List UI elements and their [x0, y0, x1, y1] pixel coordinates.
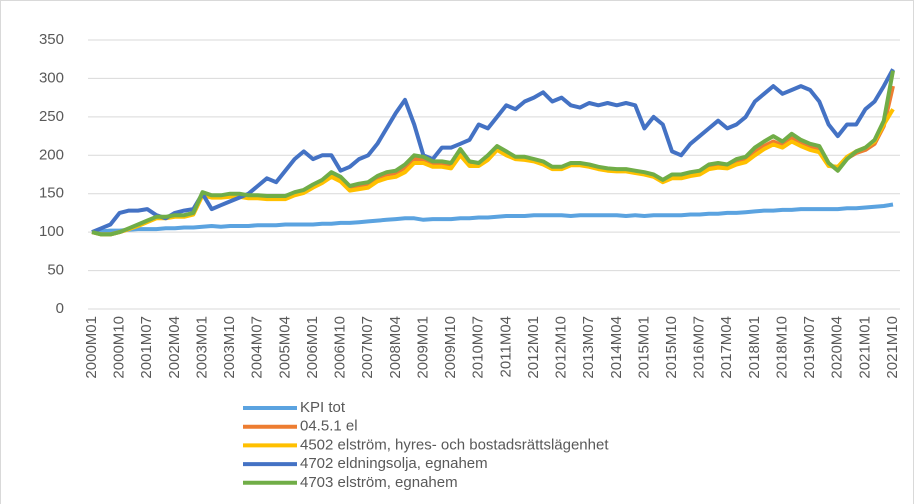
x-tick-label: 2003M10	[221, 316, 238, 379]
x-tick-label: 2002M04	[166, 316, 183, 379]
x-tick-label: 2019M07	[801, 316, 818, 379]
x-tick-label: 2015M10	[663, 316, 680, 379]
x-tick-label: 2013M07	[580, 316, 597, 379]
y-tick-label: 250	[39, 108, 64, 125]
x-tick-label: 2017M04	[718, 316, 735, 379]
x-tick-label: 2014M04	[608, 316, 625, 379]
series-line	[91, 68, 895, 234]
x-tick-label: 2018M01	[746, 316, 763, 379]
y-tick-label: 0	[56, 300, 64, 317]
y-tick-label: 100	[39, 223, 64, 240]
x-tick-label: 2007M07	[359, 316, 376, 379]
x-tick-label: 2009M10	[442, 316, 459, 379]
x-tick-label: 2016M07	[691, 316, 708, 379]
x-tick-label: 2000M10	[111, 316, 128, 379]
legend-label: 4502 elström, hyres- och bostadsrättsläg…	[300, 436, 609, 453]
y-tick-label: 350	[39, 31, 64, 48]
x-tick-label: 2021M10	[884, 316, 901, 379]
legend-label: 4703 elström, egnahem	[300, 474, 458, 491]
x-tick-label: 2021M01	[856, 316, 873, 379]
x-tick-label: 2004M07	[249, 316, 266, 379]
x-tick-label: 2003M01	[193, 316, 210, 379]
y-tick-label: 50	[47, 262, 64, 279]
x-tick-label: 2011M04	[497, 316, 514, 377]
y-tick-label: 200	[39, 146, 64, 163]
x-tick-label: 2020M04	[829, 316, 846, 379]
legend-label: 04.5.1 el	[300, 418, 358, 435]
x-tick-label: 2012M01	[525, 316, 542, 379]
legend-label: 4702 eldningsolja, egnahem	[300, 455, 488, 472]
y-tick-label: 150	[39, 185, 64, 202]
series-line	[91, 70, 895, 237]
y-tick-label: 300	[39, 69, 64, 86]
x-tick-label: 2006M01	[304, 316, 321, 379]
x-tick-label: 2006M10	[332, 316, 349, 379]
x-tick-label: 2000M01	[83, 316, 100, 379]
x-tick-label: 2015M01	[635, 316, 652, 379]
x-tick-label: 2001M07	[138, 316, 155, 379]
legend-label: KPI tot	[300, 399, 346, 416]
x-tick-label: 2009M01	[414, 316, 431, 379]
x-tick-label: 2005M04	[276, 316, 293, 379]
series-line	[91, 108, 895, 237]
x-tick-label: 2008M04	[387, 316, 404, 379]
x-tick-label: 2010M07	[470, 316, 487, 379]
x-tick-label: 2012M10	[553, 316, 570, 379]
series-line	[91, 202, 894, 235]
x-tick-label: 2018M10	[773, 316, 790, 379]
